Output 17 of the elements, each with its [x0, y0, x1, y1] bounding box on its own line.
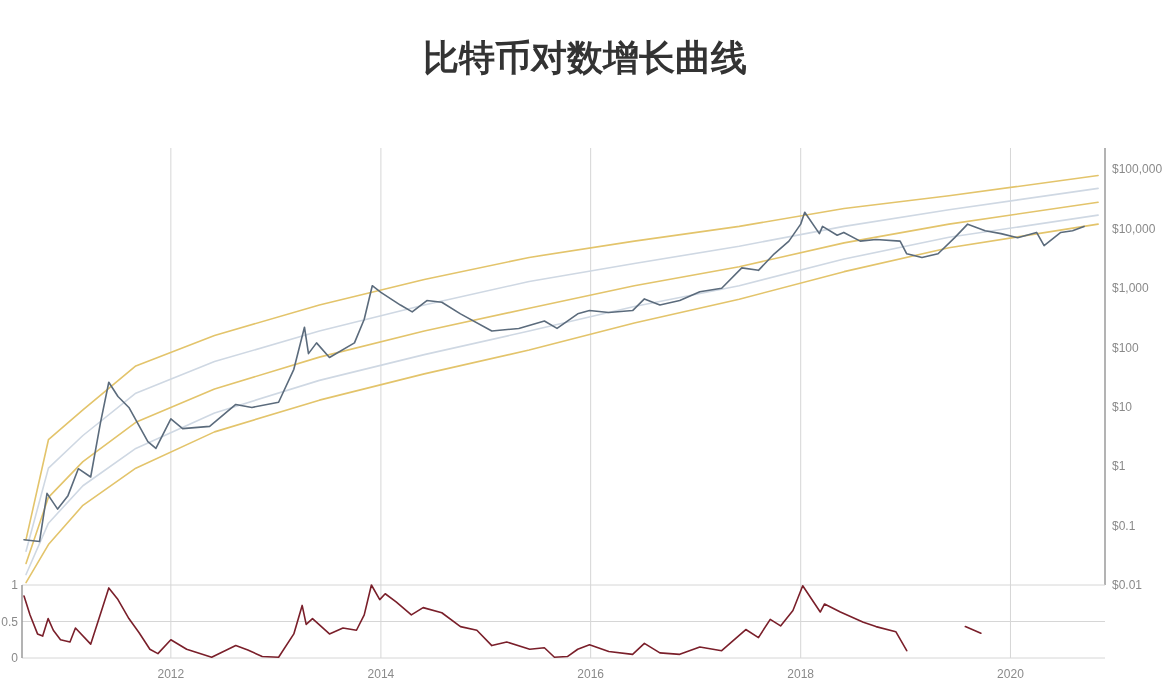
y-tick-label: 0.5	[1, 614, 19, 629]
x-tick-label: 2020	[997, 667, 1025, 681]
y-tick-label: $10,000	[1112, 221, 1156, 236]
y-tick-label: $0.01	[1112, 578, 1143, 592]
y-tick-label: $1,000	[1112, 281, 1150, 296]
chart-title: 比特币对数增长曲线	[423, 37, 747, 78]
y-tick-label: 0	[11, 651, 19, 665]
y-tick-label: $100	[1112, 340, 1140, 355]
x-tick-label: 2012	[157, 667, 185, 681]
y-tick-label: $1	[1112, 459, 1126, 474]
x-tick-label: 2016	[577, 667, 605, 681]
x-tick-label: 2014	[367, 667, 395, 681]
y-tick-label: 1	[11, 578, 19, 592]
x-tick-label: 2018	[787, 667, 815, 681]
y-tick-label: $0.1	[1112, 518, 1136, 533]
y-tick-label: $100,000	[1112, 162, 1163, 177]
y-tick-label: $10	[1112, 399, 1133, 414]
